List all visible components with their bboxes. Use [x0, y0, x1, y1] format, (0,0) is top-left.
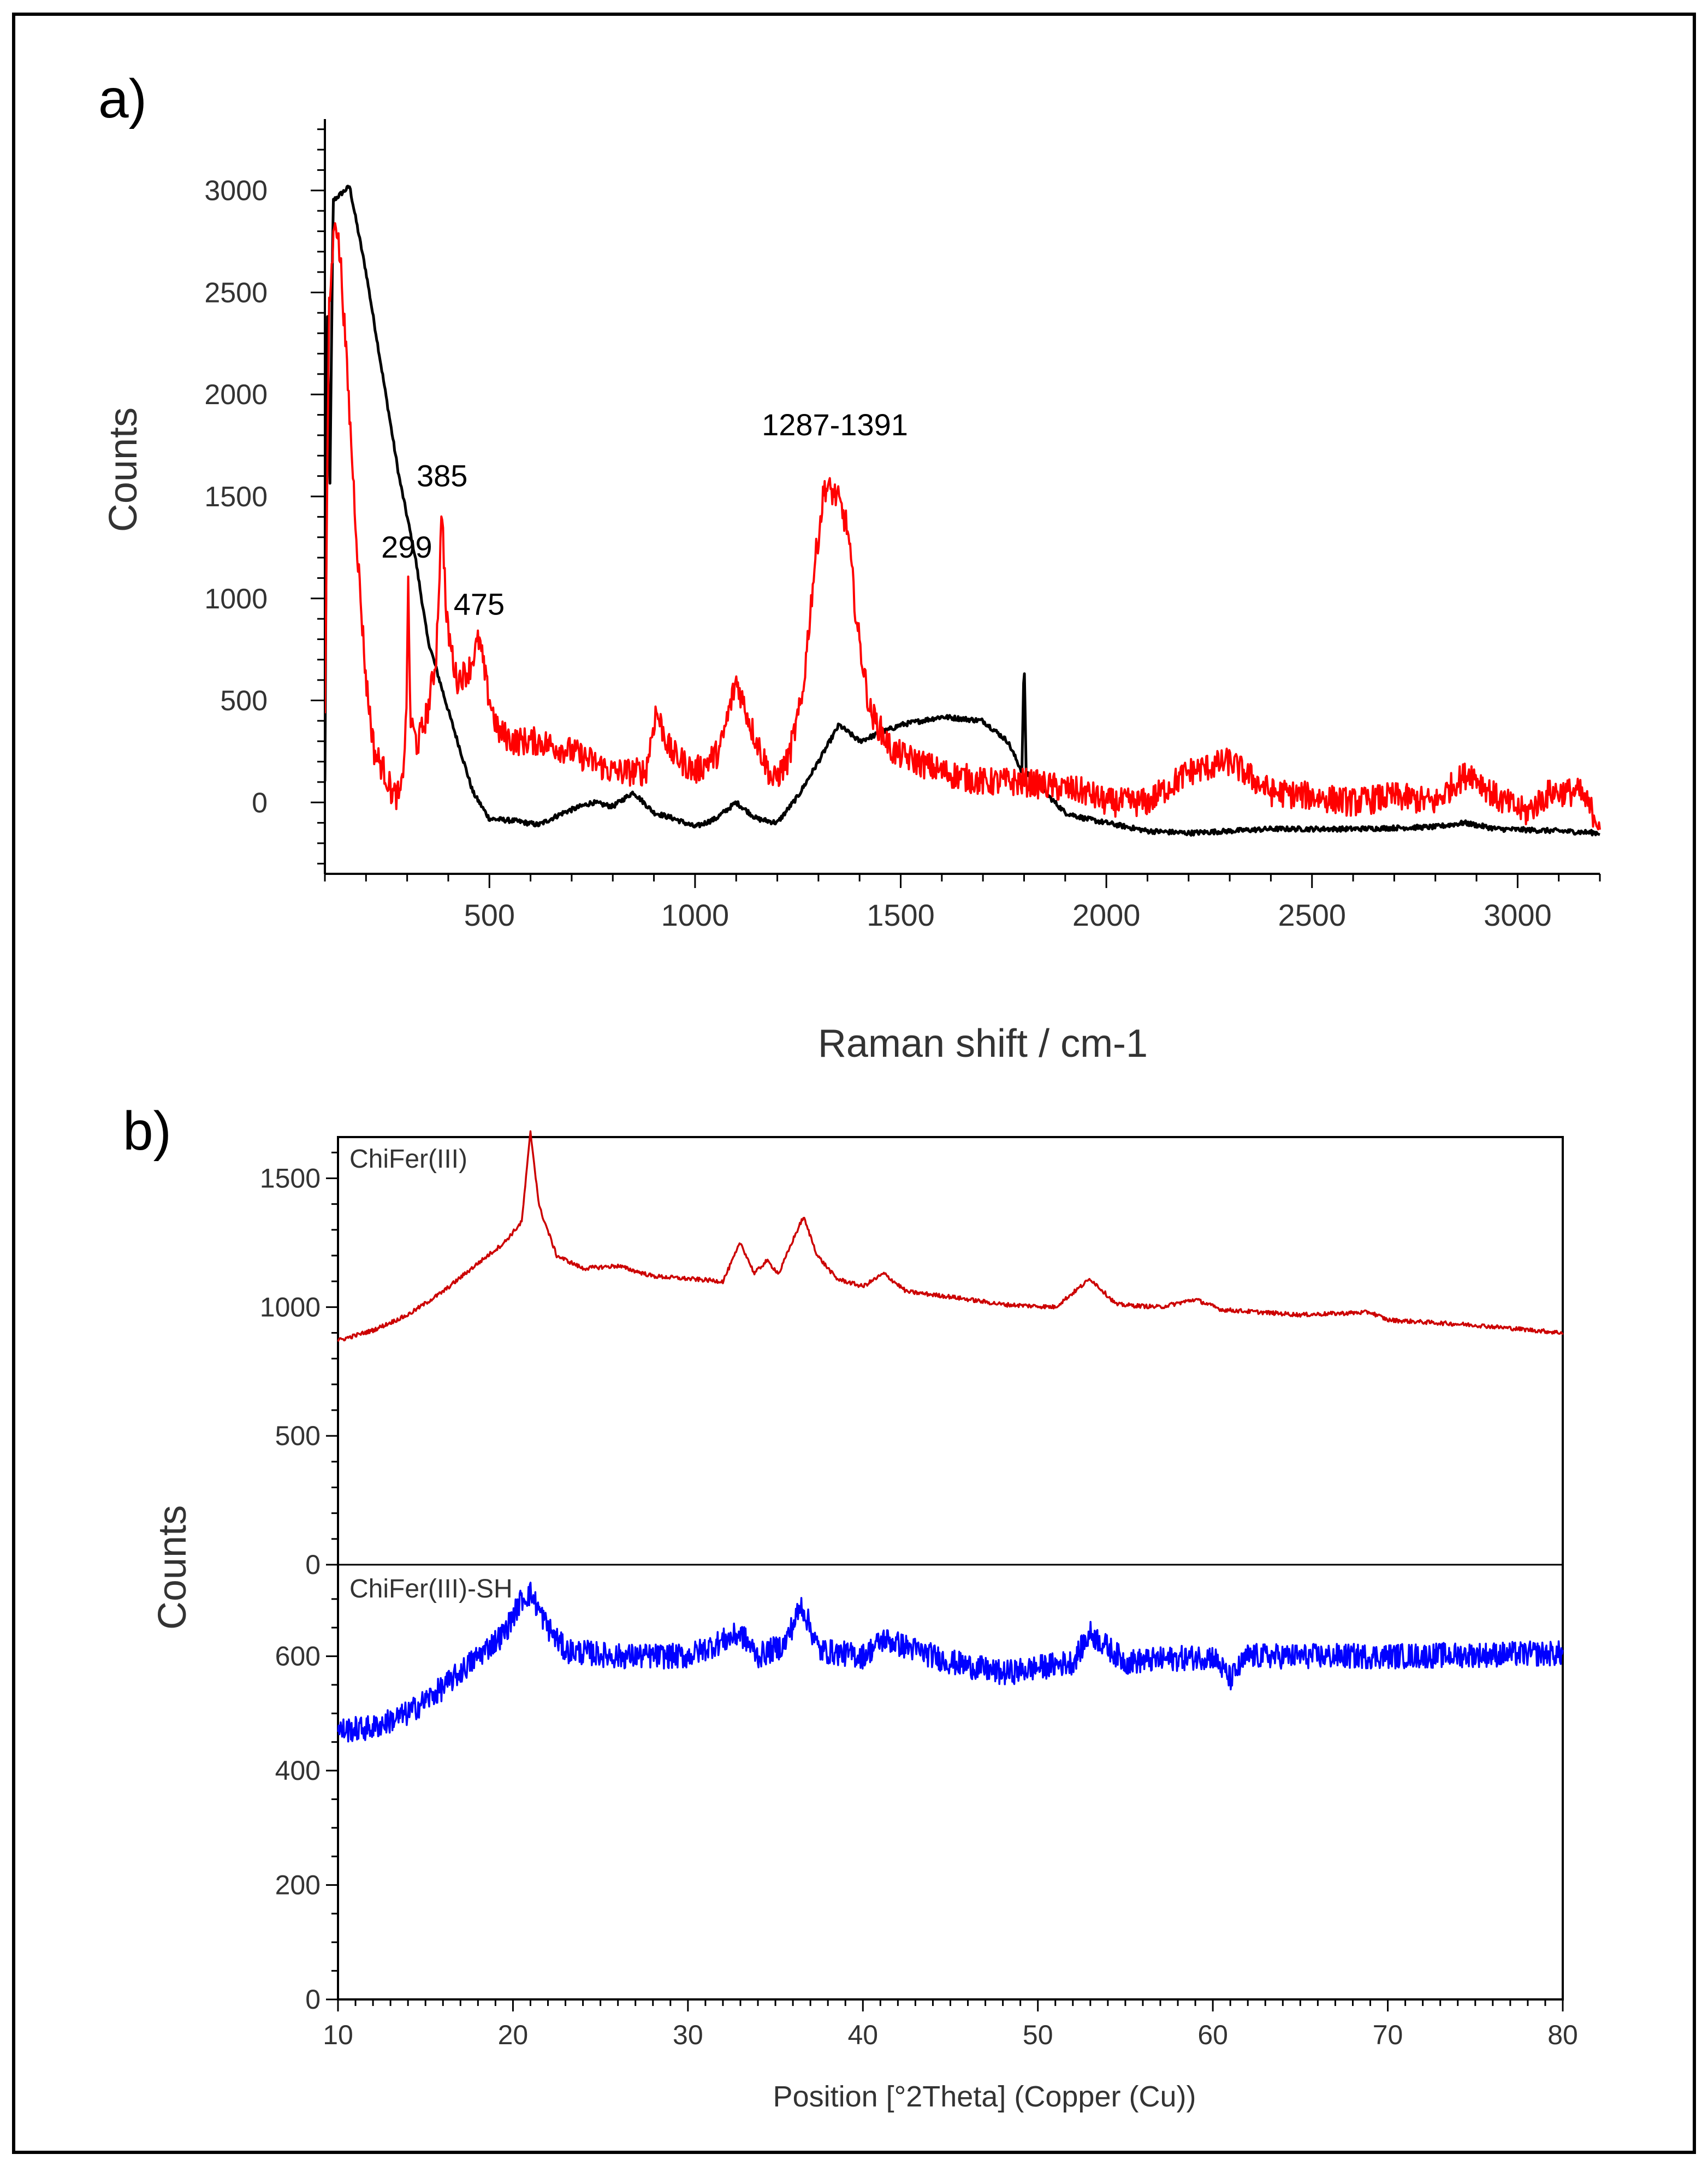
panel-a-y-tick-label: 1000 — [204, 583, 268, 615]
peak-annotation: 299 — [381, 530, 432, 564]
panel-b-bottom-y-tick-label: 600 — [275, 1641, 321, 1672]
panel-b: b) 10 20 30 40 50 60 70 80 0 500 1000 1500 0 200 400 60… — [123, 1100, 1578, 2113]
panel-b-x-tick-label: 40 — [847, 2020, 878, 2050]
panel-a-x-axis-title: Raman shift / cm-1 — [818, 1022, 1148, 1066]
panel-a-y-tick-label: 2500 — [204, 277, 268, 309]
panel-a-x-tick-label: 500 — [464, 898, 515, 932]
panel-a-y-tick-label: 0 — [252, 787, 268, 819]
figure-border — [12, 13, 1696, 2154]
panel-b-x-tick-label: 70 — [1373, 2020, 1403, 2050]
panel-a-x-tick-label: 1000 — [661, 898, 730, 932]
panel-a-y-tick-label: 3000 — [204, 175, 268, 207]
panel-a-label: a) — [98, 68, 147, 129]
panel-b-x-tick-label: 60 — [1197, 2020, 1228, 2050]
panel-b-top-y-tick-label: 500 — [275, 1421, 321, 1451]
panel-b-top-y-tick-label: 1000 — [260, 1292, 321, 1322]
panel-b-x-tick-label: 80 — [1547, 2020, 1578, 2050]
series-line-black — [325, 185, 1600, 837]
panel-b-bottom-y-tick-label: 0 — [305, 1984, 321, 2015]
panel-b-top-y-tick-label: 0 — [305, 1549, 321, 1580]
panel-b-top-y-tick-label: 1500 — [260, 1163, 321, 1193]
panel-b-bottom-y-tick-label: 200 — [275, 1870, 321, 1901]
panel-b-frame — [337, 1136, 1564, 2001]
panel-a-axis-ticks: 500 1000 1500 2000 2500 3000 0 500 1000 1500 2000 2… — [204, 128, 1601, 932]
series-line-chifer-iii — [337, 1130, 1564, 1342]
panel-a-x-tick-label: 1500 — [867, 898, 935, 932]
panel-b-axis-ticks: 10 20 30 40 50 60 70 80 0 500 1000 1500 0 200 400 600 — [260, 1151, 1578, 2050]
panel-b-x-tick-label: 30 — [673, 2020, 703, 2050]
panel-b-x-tick-label: 50 — [1023, 2020, 1053, 2050]
panel-a-x-tick-label: 3000 — [1484, 898, 1552, 932]
panel-a: a) 500 1000 1500 2000 2500 3000 0 500 1000 1500 20… — [98, 68, 1601, 1066]
panel-a-y-tick-label: 2000 — [204, 379, 268, 411]
peak-annotation: 475 — [454, 587, 505, 622]
panel-b-plot-area — [337, 1130, 1564, 2001]
panel-a-y-tick-label: 1500 — [204, 481, 268, 513]
peak-annotation: 1287-1391 — [762, 407, 908, 442]
panel-b-x-tick-label: 20 — [498, 2020, 529, 2050]
panel-b-x-axis-title: Position [°2Theta] (Copper (Cu)) — [773, 2080, 1196, 2113]
panel-a-plot-area — [324, 119, 1601, 875]
panel-b-bottom-label: ChiFer(III)-SH — [349, 1575, 513, 1603]
panel-a-y-tick-label: 500 — [220, 685, 268, 717]
panel-b-x-tick-label: 10 — [323, 2020, 353, 2050]
panel-a-x-tick-label: 2500 — [1278, 898, 1346, 932]
panel-a-annotations: 299 385 475 1287-1391 — [381, 407, 908, 622]
panel-a-y-axis-title: Counts — [102, 407, 145, 532]
panel-b-y-axis-title: Counts — [151, 1505, 194, 1630]
series-line-chifer-iii-sh — [337, 1582, 1564, 1743]
peak-annotation: 385 — [417, 458, 467, 493]
panel-a-x-tick-label: 2000 — [1072, 898, 1141, 932]
series-line-red — [325, 222, 1601, 831]
panel-b-bottom-y-tick-label: 400 — [275, 1755, 321, 1786]
panel-b-label: b) — [123, 1100, 171, 1162]
panel-b-top-label: ChiFer(III) — [349, 1145, 467, 1174]
